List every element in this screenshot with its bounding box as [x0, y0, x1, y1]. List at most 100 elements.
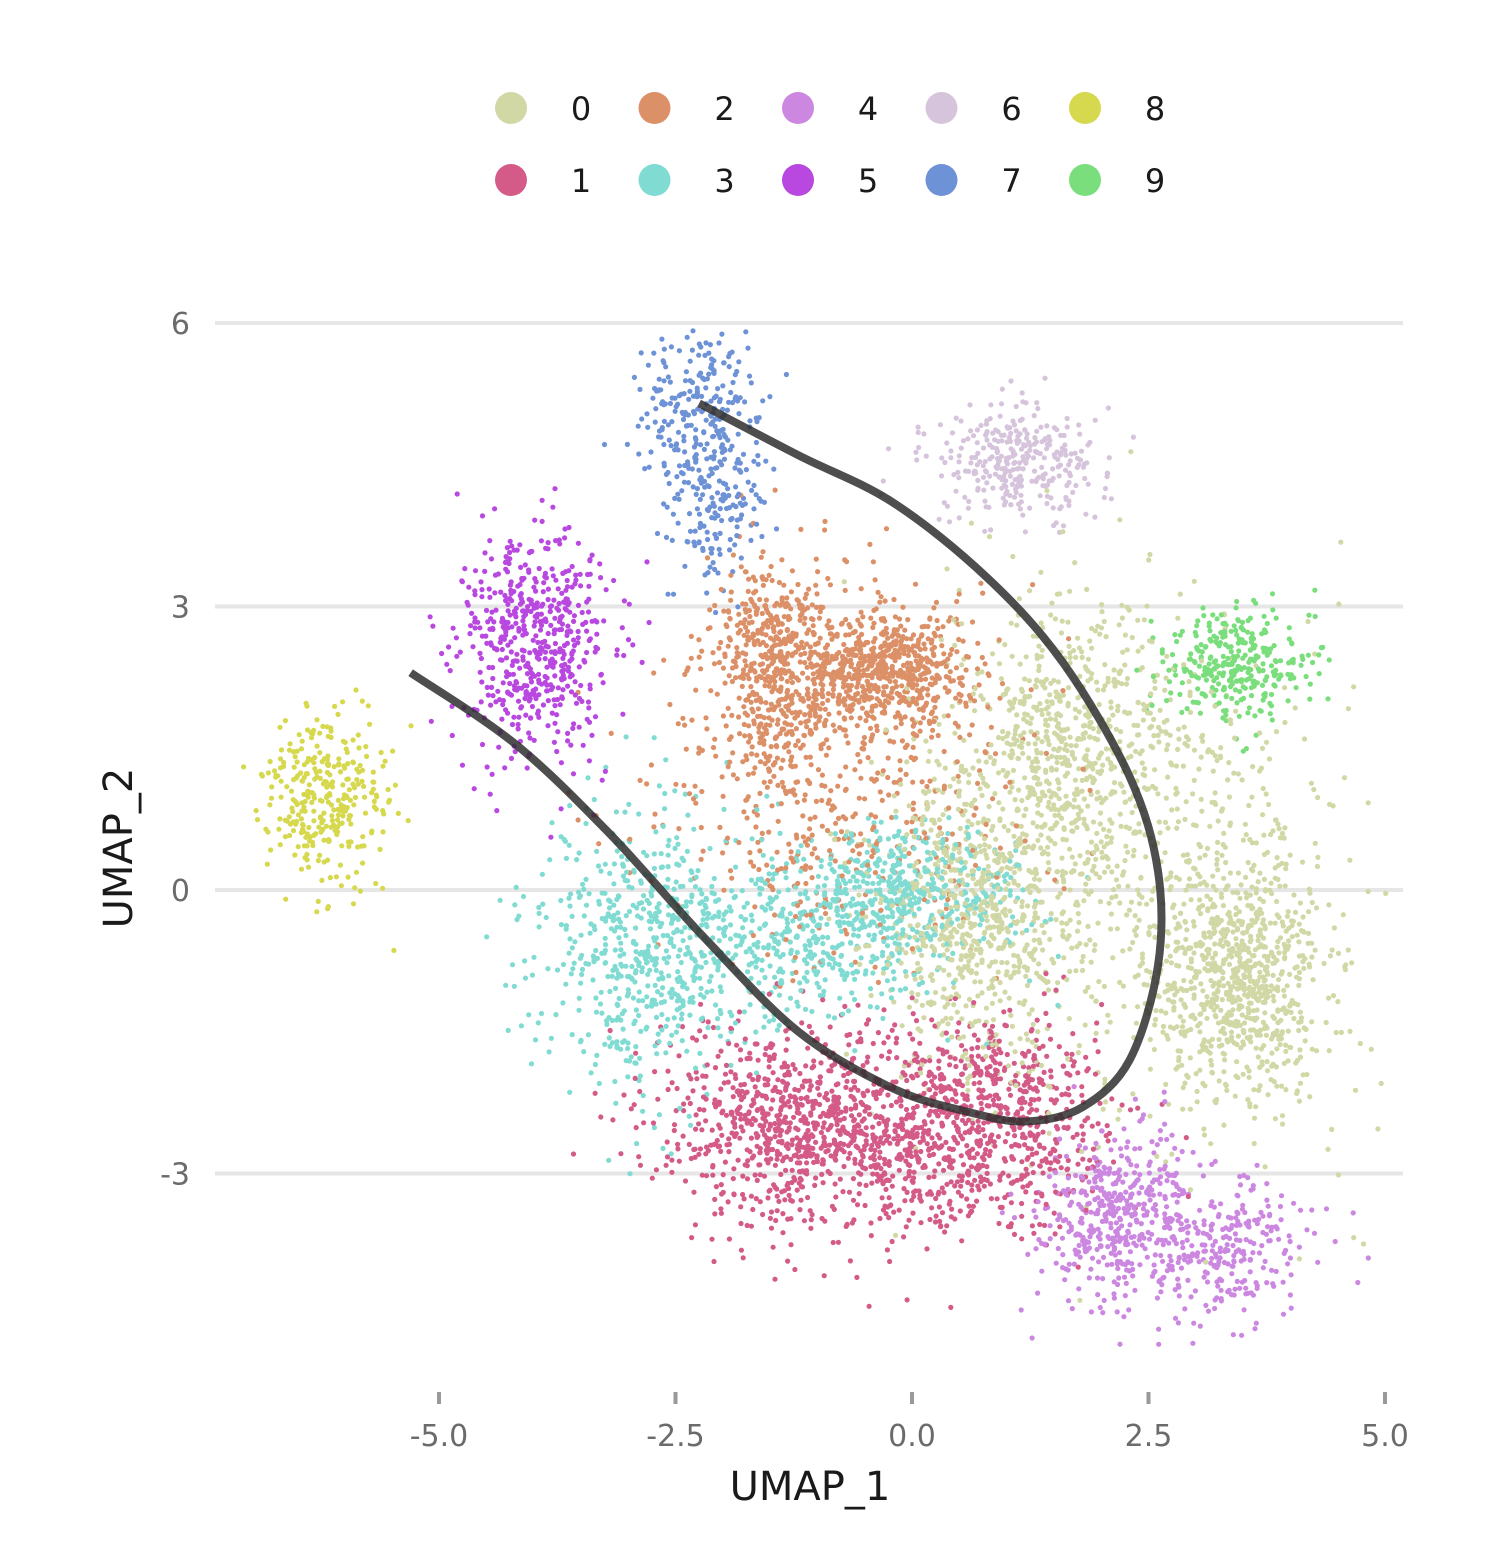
legend-label: 6 [1001, 90, 1021, 128]
point-cluster-2 [816, 615, 823, 621]
point-cluster-2 [893, 683, 900, 690]
point-cluster-1 [737, 1135, 743, 1141]
point-cluster-4 [1173, 1181, 1179, 1187]
point-cluster-0 [1245, 945, 1251, 951]
point-cluster-8 [315, 858, 321, 864]
point-cluster-3 [632, 970, 639, 976]
point-cluster-7 [719, 331, 725, 337]
point-cluster-1 [761, 1132, 768, 1138]
point-cluster-1 [690, 1088, 696, 1094]
point-cluster-2 [704, 726, 710, 732]
point-cluster-4 [1112, 1137, 1118, 1143]
point-cluster-7 [745, 479, 751, 485]
point-cluster-7 [694, 486, 701, 492]
point-cluster-5 [571, 721, 577, 727]
point-cluster-2 [797, 617, 803, 623]
point-cluster-9 [1197, 710, 1203, 716]
point-cluster-4 [1079, 1220, 1085, 1226]
point-cluster-1 [776, 1198, 782, 1204]
point-cluster-0 [1120, 649, 1126, 655]
point-cluster-3 [886, 925, 892, 931]
point-cluster-8 [334, 831, 340, 838]
point-cluster-3 [647, 926, 654, 932]
point-cluster-2 [1066, 636, 1072, 642]
point-cluster-2 [774, 721, 781, 727]
point-cluster-0 [1187, 1187, 1194, 1193]
point-cluster-1 [722, 1071, 729, 1077]
point-cluster-3 [695, 868, 701, 874]
point-cluster-0 [1059, 618, 1065, 624]
point-cluster-0 [1204, 994, 1210, 1000]
point-cluster-2 [845, 740, 851, 746]
point-cluster-0 [1101, 826, 1107, 833]
point-cluster-0 [1015, 755, 1021, 762]
point-cluster-1 [1075, 1070, 1081, 1076]
point-cluster-3 [641, 893, 647, 899]
point-cluster-5 [630, 642, 636, 648]
point-cluster-3 [656, 1112, 663, 1118]
point-cluster-4 [1218, 1287, 1224, 1293]
point-cluster-3 [661, 955, 667, 962]
point-cluster-1 [868, 1233, 874, 1239]
point-cluster-0 [1177, 1014, 1183, 1020]
point-cluster-0 [1147, 1113, 1153, 1119]
point-cluster-1 [703, 1073, 709, 1079]
point-cluster-3 [716, 925, 722, 931]
legend-item-1: 1 [495, 162, 591, 200]
point-cluster-1 [738, 1057, 744, 1063]
point-cluster-3 [728, 908, 734, 914]
point-cluster-2 [857, 715, 863, 721]
point-cluster-5 [518, 704, 525, 710]
point-cluster-9 [1259, 682, 1266, 688]
point-cluster-1 [766, 1188, 772, 1194]
point-cluster-2 [875, 979, 882, 986]
point-cluster-3 [567, 1089, 573, 1095]
point-cluster-3 [1007, 892, 1013, 898]
point-cluster-1 [886, 1195, 892, 1201]
point-cluster-4 [1076, 1286, 1082, 1292]
point-cluster-0 [980, 1044, 986, 1050]
point-cluster-1 [807, 1208, 813, 1214]
point-cluster-1 [868, 1220, 874, 1226]
point-cluster-3 [639, 969, 645, 975]
point-cluster-4 [1108, 1225, 1114, 1231]
point-cluster-0 [997, 817, 1003, 824]
point-cluster-5 [545, 723, 551, 729]
point-cluster-5 [576, 724, 582, 730]
legend-label: 8 [1145, 90, 1165, 128]
point-cluster-2 [768, 744, 774, 750]
point-cluster-1 [825, 1127, 831, 1133]
point-cluster-5 [539, 646, 545, 652]
point-cluster-7 [753, 439, 760, 446]
point-cluster-2 [909, 819, 915, 825]
point-cluster-5 [522, 695, 528, 702]
point-cluster-0 [1245, 1097, 1251, 1103]
point-cluster-7 [659, 336, 665, 342]
point-cluster-3 [633, 925, 639, 931]
point-cluster-4 [1176, 1293, 1182, 1299]
point-cluster-3 [609, 1040, 616, 1046]
point-cluster-0 [1203, 1259, 1209, 1265]
point-cluster-4 [1101, 1297, 1107, 1303]
point-cluster-5 [646, 619, 652, 626]
point-cluster-0 [1095, 737, 1101, 743]
point-cluster-0 [1004, 960, 1010, 966]
point-cluster-4 [1142, 1246, 1148, 1252]
point-cluster-1 [766, 1057, 773, 1063]
point-cluster-3 [605, 911, 611, 917]
point-cluster-5 [537, 627, 544, 633]
point-cluster-0 [1277, 935, 1284, 941]
point-cluster-0 [962, 859, 969, 866]
point-cluster-1 [780, 1230, 786, 1236]
point-cluster-4 [1265, 1203, 1271, 1209]
point-cluster-3 [673, 1029, 680, 1035]
point-cluster-2 [722, 680, 728, 686]
point-cluster-1 [879, 1053, 885, 1059]
point-cluster-3 [644, 1024, 650, 1030]
point-cluster-0 [1257, 896, 1263, 902]
point-cluster-0 [960, 919, 966, 925]
point-cluster-2 [716, 659, 723, 666]
point-cluster-0 [1309, 899, 1315, 906]
point-cluster-0 [1122, 858, 1128, 864]
point-cluster-7 [692, 528, 698, 534]
